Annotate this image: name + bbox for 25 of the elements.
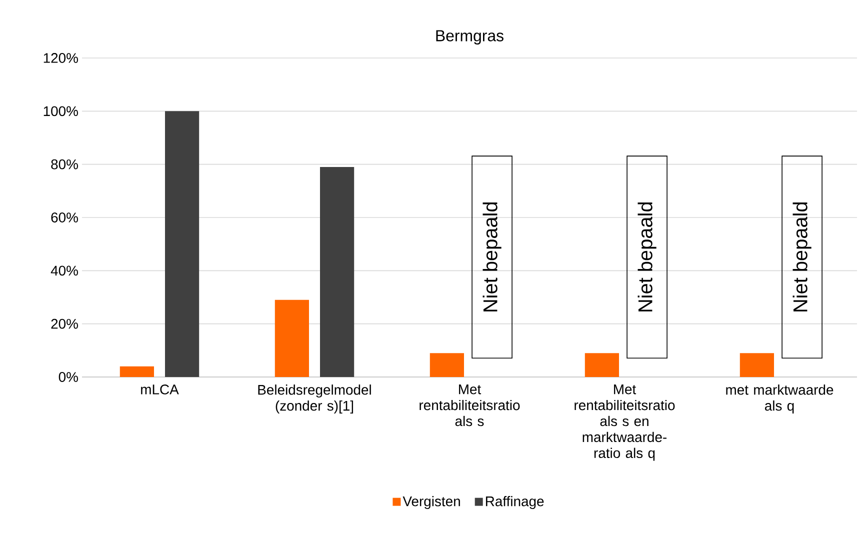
bar <box>430 353 464 378</box>
y-tick-label: 60% <box>51 212 78 222</box>
y-tick-label: 40% <box>50 266 78 276</box>
bar <box>740 353 774 378</box>
x-tick-label: Beleidsregelmodel (zonder s)[1] <box>258 384 371 414</box>
annotation: Niet bepaald <box>638 202 656 312</box>
bar <box>165 111 200 378</box>
y-tick-label: 100% <box>44 106 78 116</box>
legend-label: Raffinage <box>486 496 544 510</box>
bar <box>274 300 309 378</box>
x-tick-label: Met rentabiliteitsratio als s en marktwaarde-ratio als q <box>574 384 675 461</box>
x-tick-label: met marktwaarde als q <box>726 384 834 414</box>
bar <box>120 366 154 378</box>
chart-title: Bermgras <box>436 30 504 45</box>
legend-label: Vergisten <box>402 496 460 510</box>
annotation: Niet bepaald <box>792 202 812 312</box>
bar <box>584 353 620 378</box>
y-tick-label: 120% <box>44 53 78 63</box>
y-tick-label: 0% <box>58 372 78 382</box>
bar <box>320 166 354 378</box>
y-tick-label: 20% <box>51 318 78 329</box>
annotation: Niet bepaald <box>482 202 502 312</box>
x-tick-label: mLCA <box>141 384 179 394</box>
x-tick-label: Met rentabiliteitsratio als s <box>420 384 520 426</box>
y-tick-label: 80% <box>51 159 78 170</box>
